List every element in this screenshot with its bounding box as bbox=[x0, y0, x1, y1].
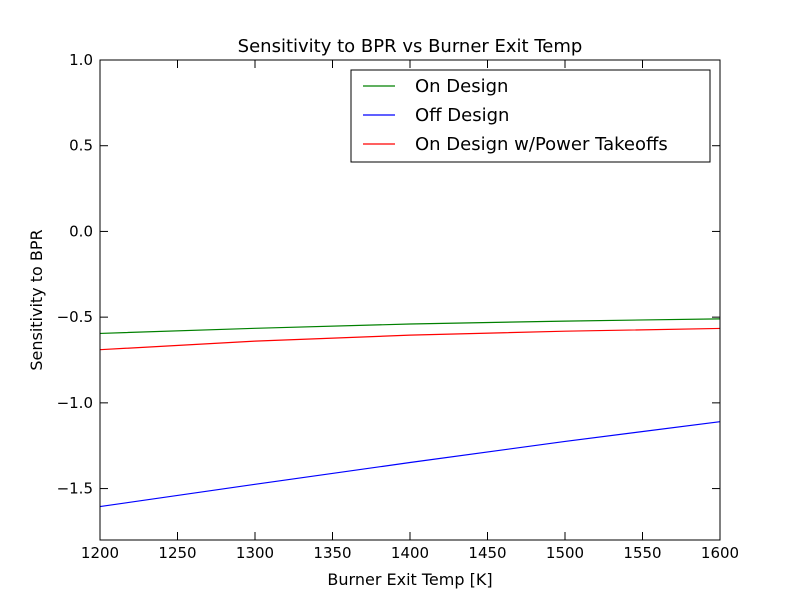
x-tick-label: 1200 bbox=[81, 544, 119, 562]
x-tick-label: 1550 bbox=[623, 544, 661, 562]
plot-frame bbox=[99, 59, 721, 541]
x-tick-label: 1250 bbox=[158, 544, 196, 562]
x-tick-label: 1500 bbox=[546, 544, 584, 562]
series-line-off-design bbox=[99, 421, 721, 508]
series-layer bbox=[99, 318, 721, 508]
legend-label-off-design: Off Design bbox=[415, 105, 509, 126]
legend-label-on-design: On Design bbox=[415, 76, 508, 97]
x-tick-label: 1450 bbox=[468, 544, 506, 562]
legend: On Design Off Design On Design w/Power T… bbox=[350, 69, 711, 163]
x-tick-label: 1600 bbox=[701, 544, 739, 562]
y-axis-label: Sensitivity to BPR bbox=[27, 229, 46, 370]
y-tick-label: −1.0 bbox=[57, 394, 93, 412]
y-tick-label: −0.5 bbox=[57, 308, 93, 326]
y-tick-label: 0.5 bbox=[69, 137, 93, 155]
ticks-layer: 1200 1250 1300 1350 1400 1450 1500 1550 1600 1.0 0… bbox=[57, 51, 740, 562]
series-line-on-design bbox=[99, 318, 721, 335]
y-tick-label: 1.0 bbox=[69, 51, 93, 69]
legend-box bbox=[350, 69, 711, 163]
y-tick-label: −1.5 bbox=[57, 480, 93, 498]
chart-title: Sensitivity to BPR vs Burner Exit Temp bbox=[238, 36, 583, 57]
x-tick-label: 1300 bbox=[236, 544, 274, 562]
y-tick-label: 0.0 bbox=[69, 222, 93, 240]
x-axis-label: Burner Exit Temp [K] bbox=[327, 570, 492, 589]
legend-label-power-takeoffs: On Design w/Power Takeoffs bbox=[415, 134, 668, 155]
x-tick-label: 1350 bbox=[313, 544, 351, 562]
x-tick-label: 1400 bbox=[391, 544, 429, 562]
series-line-on-design-w-power-takeoffs bbox=[99, 327, 721, 351]
